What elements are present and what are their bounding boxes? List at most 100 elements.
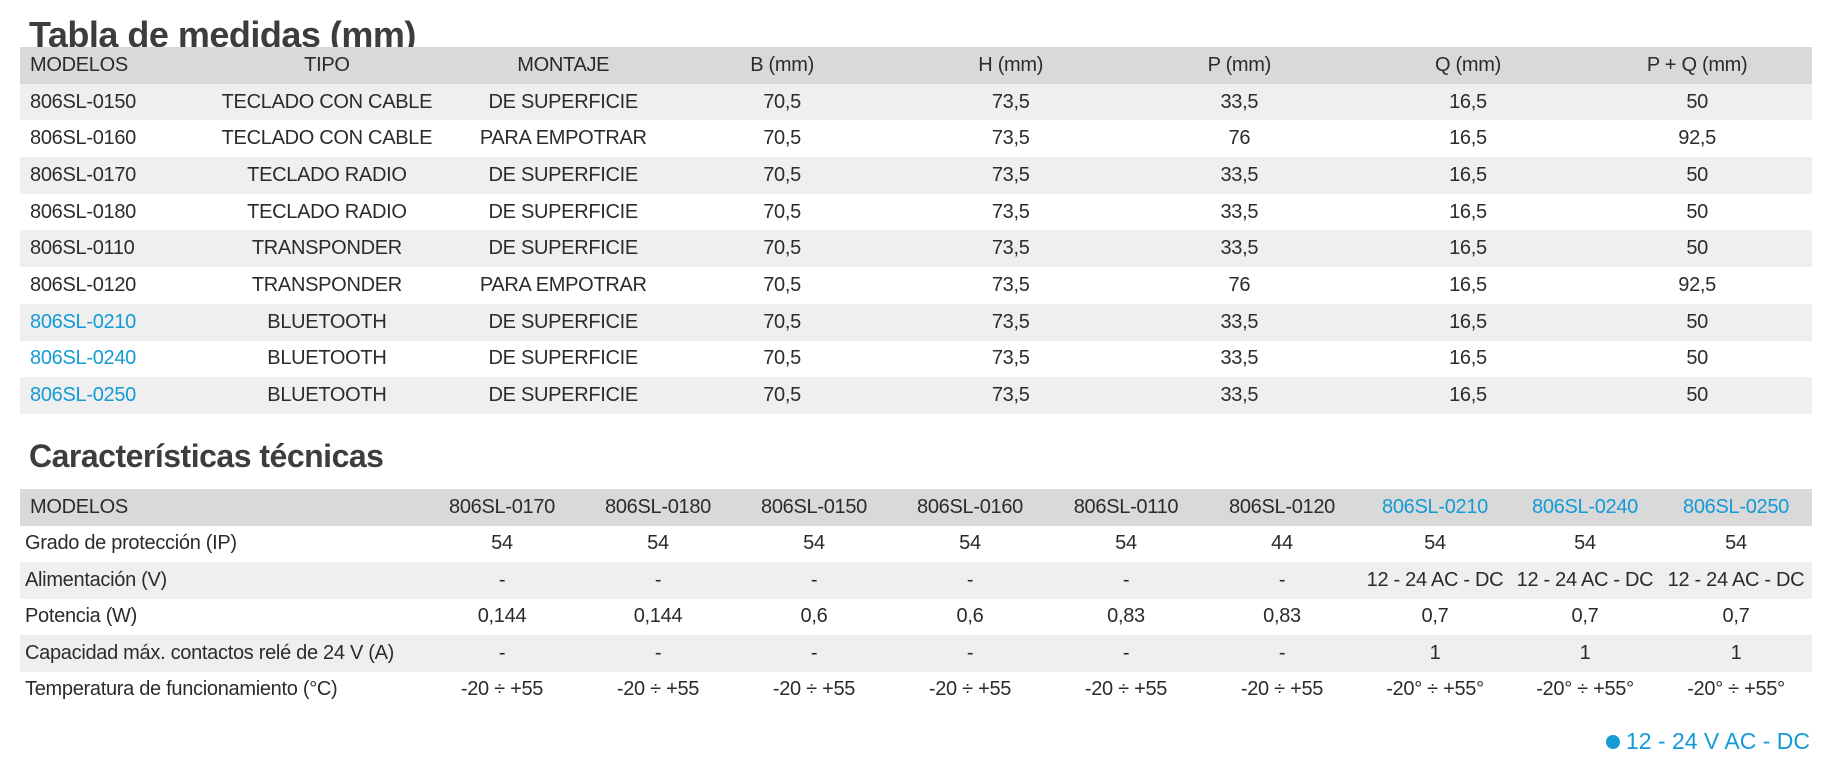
montaje-cell: DE SUPERFICIE [488, 347, 639, 370]
spec-value: -20 ÷ +55 [928, 678, 1012, 701]
spec-label: Capacidad máx. contactos relé de 24 V (A… [25, 641, 395, 664]
spec-row-temperatura: Temperatura de funcionamiento (°C) -20 ÷… [20, 671, 1812, 708]
spec-value: 0,6 [800, 605, 828, 628]
spec-row-potencia: Potencia (W) 0,144 0,144 0,6 0,6 0,83 0,… [20, 598, 1812, 635]
montaje-cell: DE SUPERFICIE [488, 90, 639, 113]
p-plus-q-cell: 50 [1686, 237, 1708, 260]
b-cell: 70,5 [763, 200, 801, 223]
tipo-cell: BLUETOOTH [267, 347, 387, 370]
spec-value: -20 ÷ +55 [772, 678, 856, 701]
table-row: 806SL-0210 BLUETOOTH DE SUPERFICIE 70,5 … [20, 303, 1812, 341]
column-header-model: 806SL-0180 [605, 495, 711, 518]
model-cell: 806SL-0150 [30, 90, 136, 113]
spec-value: - [654, 641, 662, 664]
column-header-model: 806SL-0160 [917, 495, 1023, 518]
b-cell: 70,5 [763, 163, 801, 186]
spec-label: Alimentación (V) [25, 568, 167, 591]
spec-value: -20° ÷ +55° [1386, 678, 1484, 701]
spec-value: -20 ÷ +55 [616, 678, 700, 701]
spec-value: 54 [1574, 532, 1596, 555]
dimensions-table: MODELOS TIPO MONTAJE B (mm) H (mm) P (mm… [20, 47, 1812, 414]
montaje-cell: PARA EMPOTRAR [479, 127, 647, 150]
montaje-cell: DE SUPERFICIE [488, 163, 639, 186]
table-row: 806SL-0150 TECLADO CON CABLE DE SUPERFIC… [20, 83, 1812, 121]
spec-value: 54 [1115, 532, 1137, 555]
spec-value: 12 - 24 AC - DC [1366, 568, 1504, 591]
spec-value: 12 - 24 AC - DC [1516, 568, 1654, 591]
h-cell: 73,5 [991, 237, 1030, 260]
tipo-cell: TECLADO CON CABLE [221, 127, 433, 150]
spec-value: 0,83 [1263, 605, 1301, 628]
spec-value: -20 ÷ +55 [460, 678, 544, 701]
dimensions-title: Tabla de medidas (mm) [29, 14, 416, 55]
column-header-model: 806SL-0210 [1382, 495, 1488, 518]
spec-value: 1 [1730, 641, 1742, 664]
spec-value: - [1122, 568, 1130, 591]
model-cell: 806SL-0240 [30, 347, 136, 370]
specs-header-row: MODELOS 806SL-0170 806SL-0180 806SL-0150… [20, 489, 1812, 526]
b-cell: 70,5 [763, 347, 801, 370]
spec-value: 1 [1579, 641, 1591, 664]
spec-value: -20 ÷ +55 [1084, 678, 1168, 701]
spec-value: 1 [1429, 641, 1441, 664]
table-row: 806SL-0180 TECLADO RADIO DE SUPERFICIE 7… [20, 193, 1812, 231]
table-row: 806SL-0240 BLUETOOTH DE SUPERFICIE 70,5 … [20, 340, 1812, 378]
h-cell: 73,5 [991, 384, 1030, 407]
q-cell: 16,5 [1449, 90, 1487, 113]
column-header-model: 806SL-0170 [449, 495, 555, 518]
p-cell: 76 [1228, 273, 1251, 296]
tipo-cell: TECLADO RADIO [247, 200, 407, 223]
p-plus-q-cell: 50 [1686, 347, 1708, 370]
table-row: 806SL-0110 TRANSPONDER DE SUPERFICIE 70,… [20, 230, 1812, 268]
column-header-model: 806SL-0120 [1229, 495, 1335, 518]
q-cell: 16,5 [1449, 310, 1487, 333]
spec-value: 0,7 [1421, 605, 1449, 628]
spec-value: - [1122, 641, 1130, 664]
b-cell: 70,5 [763, 310, 801, 333]
spec-value: 0,144 [633, 605, 683, 628]
spec-label: Grado de protección (IP) [25, 532, 237, 555]
model-cell: 806SL-0170 [30, 163, 136, 186]
h-cell: 73,5 [991, 273, 1030, 296]
h-cell: 73,5 [991, 127, 1030, 150]
spec-value: 54 [1725, 532, 1747, 555]
column-header-b: B (mm) [750, 53, 814, 76]
column-header-model: 806SL-0150 [761, 495, 867, 518]
spec-value: 54 [1424, 532, 1446, 555]
b-cell: 70,5 [763, 90, 801, 113]
model-cell: 806SL-0180 [30, 200, 136, 223]
dimensions-header-row: MODELOS TIPO MONTAJE B (mm) H (mm) P (mm… [20, 47, 1812, 84]
spec-row-alimentacion: Alimentación (V) - - - - - - 12 - 24 AC … [20, 562, 1812, 599]
table-row: 806SL-0160 TECLADO CON CABLE PARA EMPOTR… [20, 120, 1812, 158]
tipo-cell: TECLADO CON CABLE [221, 90, 433, 113]
specs-title: Características técnicas [29, 438, 384, 474]
p-plus-q-cell: 50 [1686, 90, 1708, 113]
b-cell: 70,5 [763, 127, 801, 150]
q-cell: 16,5 [1449, 163, 1487, 186]
b-cell: 70,5 [763, 237, 801, 260]
spec-label: Temperatura de funcionamiento (°C) [25, 678, 338, 701]
tipo-cell: BLUETOOTH [267, 384, 387, 407]
spec-value: 0,7 [1571, 605, 1599, 628]
table-row: 806SL-0170 TECLADO RADIO DE SUPERFICIE 7… [20, 157, 1812, 194]
column-header-modelos: MODELOS [30, 495, 128, 518]
model-cell: 806SL-0160 [30, 127, 136, 150]
spec-value: 54 [959, 532, 981, 555]
column-header-model: 806SL-0240 [1532, 495, 1638, 518]
tipo-cell: TECLADO RADIO [247, 163, 407, 186]
legend-label: 12 - 24 V AC - DC [1625, 728, 1810, 754]
p-cell: 76 [1228, 127, 1251, 150]
model-cell: 806SL-0120 [30, 273, 136, 296]
tipo-cell: TRANSPONDER [251, 273, 402, 296]
spec-value: -20 ÷ +55 [1240, 678, 1324, 701]
column-header-h: H (mm) [978, 53, 1044, 76]
montaje-cell: DE SUPERFICIE [488, 200, 639, 223]
spec-label: Potencia (W) [25, 605, 137, 628]
column-header-p-plus-q: P + Q (mm) [1646, 53, 1748, 76]
model-cell: 806SL-0210 [30, 310, 136, 333]
spec-value: - [966, 641, 974, 664]
spec-value: 54 [491, 532, 513, 555]
p-plus-q-cell: 50 [1686, 200, 1708, 223]
spec-value: - [966, 568, 974, 591]
p-cell: 33,5 [1220, 237, 1259, 260]
